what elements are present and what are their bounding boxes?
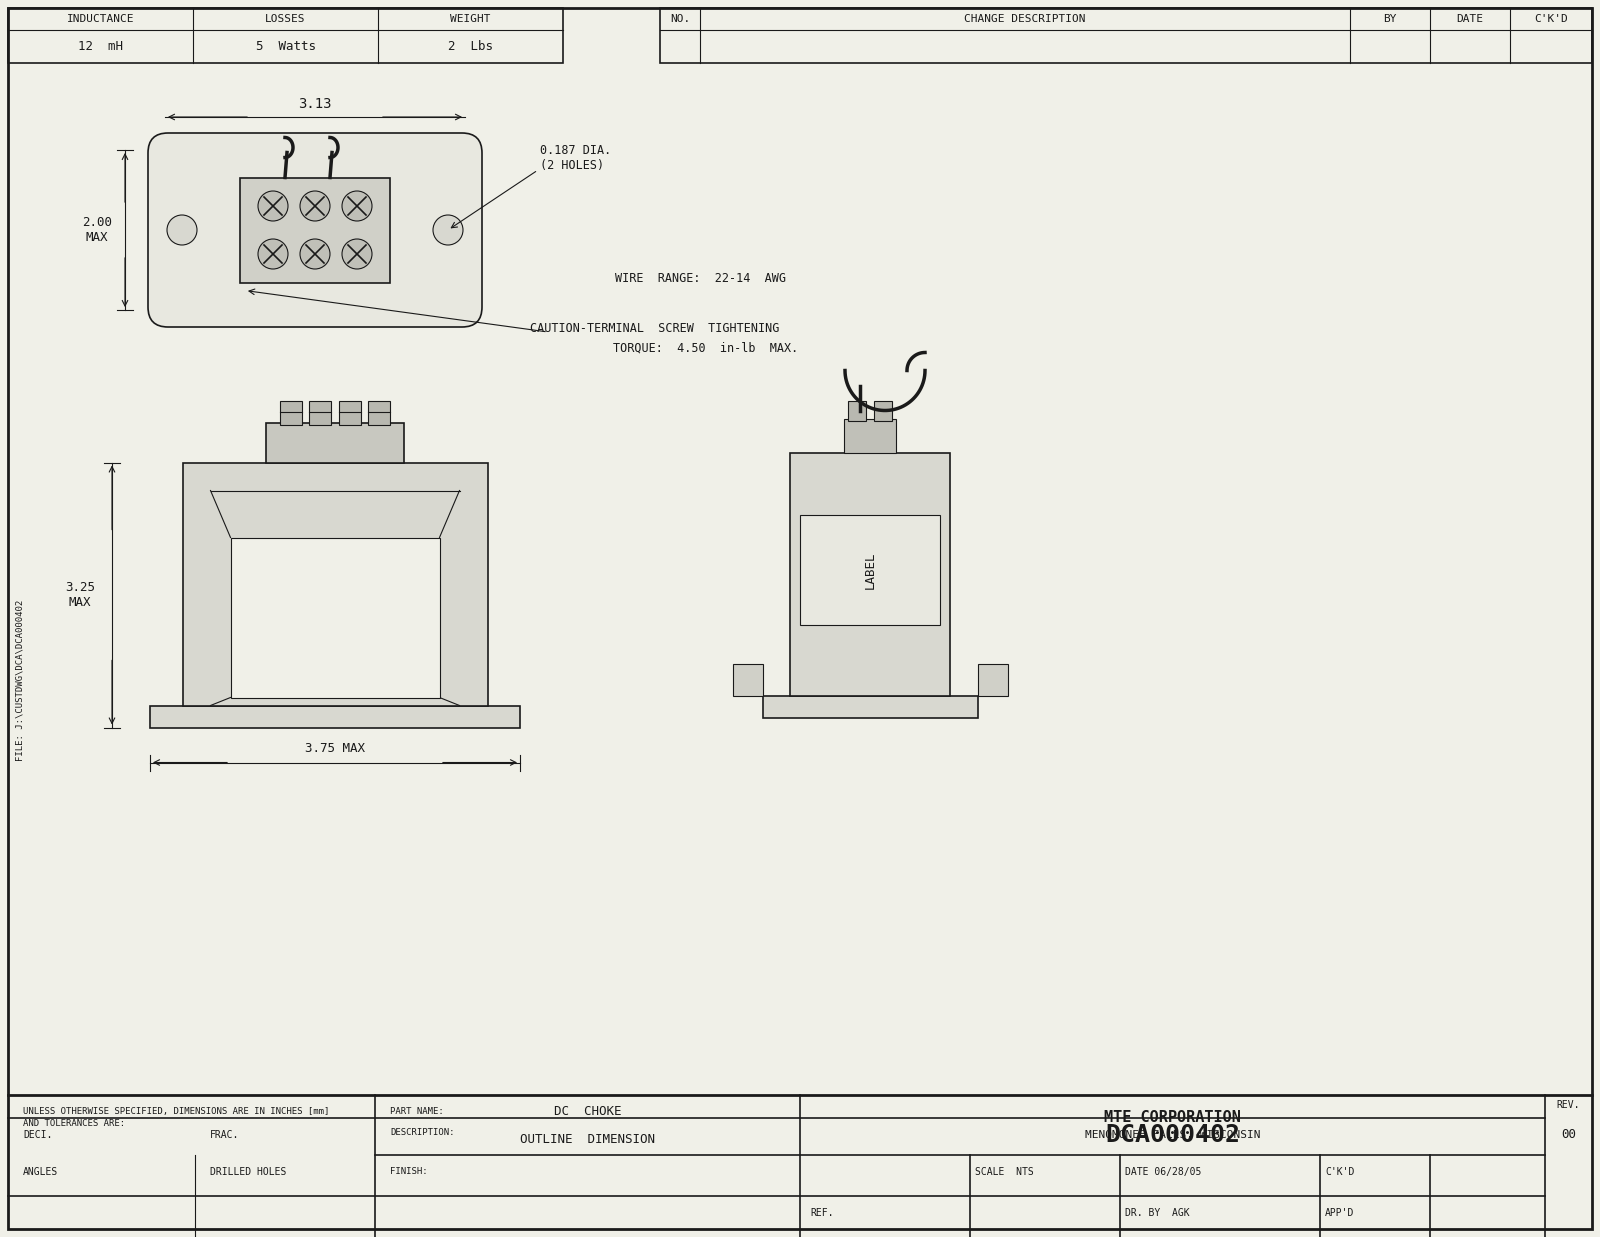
Text: DC  CHOKE: DC CHOKE	[554, 1105, 621, 1118]
Text: DCA000402: DCA000402	[1106, 1123, 1240, 1147]
Text: 3.13: 3.13	[298, 96, 331, 111]
Text: SCALE  NTS: SCALE NTS	[974, 1166, 1034, 1176]
Text: MENOMONEE FALLS, WISCONSIN: MENOMONEE FALLS, WISCONSIN	[1085, 1131, 1261, 1141]
Bar	[733, 663, 763, 695]
Bar	[182, 463, 488, 705]
Bar	[240, 177, 390, 282]
Bar	[790, 453, 950, 695]
Text: 3.25
MAX: 3.25 MAX	[66, 581, 94, 609]
Circle shape	[258, 190, 288, 221]
Bar	[874, 401, 893, 421]
Text: BY: BY	[1384, 14, 1397, 24]
Text: REV.: REV.	[1557, 1100, 1581, 1110]
Text: C'K'D: C'K'D	[1325, 1166, 1354, 1176]
Circle shape	[342, 190, 371, 221]
Bar	[763, 695, 978, 717]
Text: 2.00
MAX: 2.00 MAX	[82, 216, 112, 244]
Circle shape	[301, 190, 330, 221]
Text: INDUCTANCE: INDUCTANCE	[67, 14, 134, 24]
Text: APP'D: APP'D	[1325, 1209, 1354, 1218]
Bar	[978, 663, 1008, 695]
Text: CAUTION-TERMINAL  SCREW  TIGHTENING: CAUTION-TERMINAL SCREW TIGHTENING	[530, 322, 779, 334]
Text: 2  Lbs: 2 Lbs	[448, 41, 493, 53]
Bar	[150, 705, 520, 727]
Bar	[368, 401, 390, 424]
Text: OUTLINE  DIMENSION: OUTLINE DIMENSION	[520, 1133, 654, 1145]
Text: NO.: NO.	[670, 14, 690, 24]
Text: AND TOLERANCES ARE:: AND TOLERANCES ARE:	[22, 1119, 125, 1128]
Bar	[800, 515, 941, 625]
Text: CHANGE DESCRIPTION: CHANGE DESCRIPTION	[965, 14, 1086, 24]
Text: FINISH:: FINISH:	[390, 1166, 427, 1176]
Text: DR. BY  AGK: DR. BY AGK	[1125, 1209, 1190, 1218]
Text: WEIGHT: WEIGHT	[450, 14, 491, 24]
Circle shape	[166, 215, 197, 245]
Text: 12  mH: 12 mH	[78, 41, 123, 53]
Text: TORQUE:  4.50  in-lb  MAX.: TORQUE: 4.50 in-lb MAX.	[613, 341, 798, 355]
Bar	[848, 401, 866, 421]
Text: UNLESS OTHERWISE SPECIFIED, DIMENSIONS ARE IN INCHES [mm]: UNLESS OTHERWISE SPECIFIED, DIMENSIONS A…	[22, 1107, 330, 1116]
Bar	[230, 538, 440, 698]
Circle shape	[434, 215, 462, 245]
Bar	[266, 423, 403, 463]
Text: DATE 06/28/05: DATE 06/28/05	[1125, 1166, 1202, 1176]
Bar	[8, 7, 563, 63]
Text: FRAC.: FRAC.	[210, 1131, 240, 1141]
Text: 00: 00	[1562, 1128, 1576, 1141]
FancyBboxPatch shape	[147, 134, 482, 327]
Bar	[339, 401, 362, 424]
Text: REF.: REF.	[810, 1209, 834, 1218]
Text: PART NAME:: PART NAME:	[390, 1107, 443, 1116]
Text: MTE CORPORATION: MTE CORPORATION	[1104, 1110, 1242, 1124]
Text: FILE: J:\CUSTDWG\DCA\DCA000402: FILE: J:\CUSTDWG\DCA\DCA000402	[16, 600, 24, 761]
Text: WIRE  RANGE:  22-14  AWG: WIRE RANGE: 22-14 AWG	[614, 271, 786, 285]
Text: LABEL: LABEL	[864, 552, 877, 589]
Bar	[309, 401, 331, 424]
Text: ANGLES: ANGLES	[22, 1166, 58, 1176]
Circle shape	[342, 239, 371, 268]
Text: DESCRIPTION:: DESCRIPTION:	[390, 1128, 454, 1137]
Text: 5  Watts: 5 Watts	[256, 41, 315, 53]
Text: DRILLED HOLES: DRILLED HOLES	[210, 1166, 286, 1176]
Bar	[845, 418, 896, 453]
Text: C'K'D: C'K'D	[1534, 14, 1568, 24]
Text: LOSSES: LOSSES	[266, 14, 306, 24]
Circle shape	[301, 239, 330, 268]
Text: DECI.: DECI.	[22, 1131, 53, 1141]
Text: 3.75 MAX: 3.75 MAX	[306, 742, 365, 755]
Bar	[280, 401, 302, 424]
Text: DATE: DATE	[1456, 14, 1483, 24]
Circle shape	[258, 239, 288, 268]
Text: 0.187 DIA.
(2 HOLES): 0.187 DIA. (2 HOLES)	[541, 143, 611, 172]
Bar	[661, 7, 1592, 63]
